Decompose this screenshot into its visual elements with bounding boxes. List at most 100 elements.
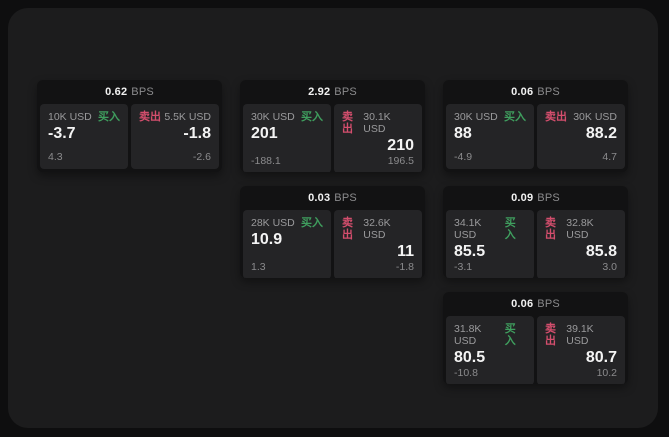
sell-panel[interactable]: 卖出 32.6K USD 11 -1.8 [334, 210, 422, 278]
sell-amount-label: 30.1K USD [363, 111, 391, 135]
buy-amount-label: 30K USD [454, 111, 498, 123]
main-panel: 0.62 BPS 10K USD 买入 -3.7 4.3 卖出 5.5K USD… [8, 8, 658, 428]
sell-side-label: 卖出 [139, 111, 161, 123]
buy-amount-label: 30K USD [251, 111, 295, 123]
sell-delta: 3.0 [602, 261, 617, 273]
sell-label-row: 卖出 32.6K USD [342, 217, 414, 241]
sell-amount-label: 30K USD [573, 111, 617, 123]
buy-panel[interactable]: 30K USD 买入 201 -188.1 [243, 104, 331, 172]
sell-label-row: 卖出 30K USD [545, 111, 617, 123]
card-3: 0.06 BPS 30K USD 买入 88 -4.9 卖出 30K USD 8… [443, 80, 628, 172]
sell-side-label: 卖出 [342, 217, 353, 241]
cards-grid: 0.62 BPS 10K USD 买入 -3.7 4.3 卖出 5.5K USD… [37, 80, 628, 384]
buy-amount-label: 31.8K USD [454, 323, 482, 347]
buy-price: 88 [454, 125, 472, 142]
quote-card-body: 10K USD 买入 -3.7 4.3 卖出 5.5K USD -1.8 -2.… [37, 104, 222, 172]
buy-panel[interactable]: 30K USD 买入 88 -4.9 [446, 104, 534, 169]
bps-value: 0.06 [511, 86, 534, 98]
sell-panel[interactable]: 卖出 32.8K USD 85.8 3.0 [537, 210, 625, 278]
sell-amount-label: 32.6K USD [363, 217, 391, 241]
buy-side-label: 买入 [504, 217, 516, 241]
quote-card-header: 0.06 BPS [443, 80, 628, 104]
bps-value: 0.62 [105, 86, 128, 98]
bps-value: 0.03 [308, 192, 331, 204]
buy-label-row: 34.1K USD 买入 [454, 217, 526, 241]
sell-price: 85.8 [585, 243, 617, 260]
sell-price: 210 [387, 137, 414, 154]
buy-panel[interactable]: 31.8K USD 买入 80.5 -10.8 [446, 316, 534, 384]
sell-side-label: 卖出 [545, 111, 567, 123]
buy-price: 80.5 [454, 349, 486, 366]
buy-panel[interactable]: 34.1K USD 买入 85.5 -3.1 [446, 210, 534, 278]
sell-panel[interactable]: 卖出 30.1K USD 210 196.5 [334, 104, 422, 172]
buy-label-row: 28K USD 买入 [251, 217, 323, 229]
quote-card-body: 31.8K USD 买入 80.5 -10.8 卖出 39.1K USD 80.… [443, 316, 628, 384]
sell-delta: -2.6 [192, 151, 211, 163]
buy-delta: -4.9 [454, 151, 473, 163]
card-4: 0.03 BPS 28K USD 买入 10.9 1.3 卖出 32.6K US… [240, 186, 425, 278]
quote-card-body: 30K USD 买入 88 -4.9 卖出 30K USD 88.2 4.7 [443, 104, 628, 172]
buy-delta: -3.1 [454, 261, 473, 273]
bps-unit-label: BPS [334, 192, 357, 204]
buy-side-label: 买入 [301, 111, 323, 123]
sell-delta: 196.5 [387, 155, 414, 167]
buy-amount-label: 34.1K USD [454, 217, 482, 241]
quote-card-header: 2.92 BPS [240, 80, 425, 104]
sell-price: 88.2 [585, 125, 617, 142]
bps-value: 0.06 [511, 298, 534, 310]
sell-price: 80.7 [585, 349, 617, 366]
buy-delta: -188.1 [251, 155, 281, 167]
sell-side-label: 卖出 [342, 111, 353, 135]
sell-label-row: 卖出 32.8K USD [545, 217, 617, 241]
sell-panel[interactable]: 卖出 5.5K USD -1.8 -2.6 [131, 104, 219, 169]
sell-amount-label: 32.8K USD [566, 217, 594, 241]
bps-value: 0.09 [511, 192, 534, 204]
buy-label-row: 10K USD 买入 [48, 111, 120, 123]
buy-side-label: 买入 [504, 111, 526, 123]
card-1: 0.62 BPS 10K USD 买入 -3.7 4.3 卖出 5.5K USD… [37, 80, 222, 172]
quote-card-body: 28K USD 买入 10.9 1.3 卖出 32.6K USD 11 -1.8 [240, 210, 425, 278]
buy-price: 201 [251, 125, 278, 142]
sell-side-label: 卖出 [545, 323, 556, 347]
sell-label-row: 卖出 39.1K USD [545, 323, 617, 347]
bps-unit-label: BPS [537, 192, 560, 204]
buy-panel[interactable]: 10K USD 买入 -3.7 4.3 [40, 104, 128, 169]
buy-side-label: 买入 [98, 111, 120, 123]
sell-label-row: 卖出 30.1K USD [342, 111, 414, 135]
card-5: 0.09 BPS 34.1K USD 买入 85.5 -3.1 卖出 32.8K… [443, 186, 628, 278]
sell-amount-label: 39.1K USD [566, 323, 594, 347]
quote-card-body: 30K USD 买入 201 -188.1 卖出 30.1K USD 210 1… [240, 104, 425, 172]
card-2: 2.92 BPS 30K USD 买入 201 -188.1 卖出 30.1K … [240, 80, 425, 172]
buy-label-row: 30K USD 买入 [454, 111, 526, 123]
buy-amount-label: 28K USD [251, 217, 295, 229]
buy-price: -3.7 [48, 125, 76, 142]
sell-panel[interactable]: 卖出 30K USD 88.2 4.7 [537, 104, 625, 169]
buy-panel[interactable]: 28K USD 买入 10.9 1.3 [243, 210, 331, 278]
sell-delta: 4.7 [602, 151, 617, 163]
buy-amount-label: 10K USD [48, 111, 92, 123]
quote-card-header: 0.09 BPS [443, 186, 628, 210]
buy-price: 85.5 [454, 243, 486, 260]
quote-card-body: 34.1K USD 买入 85.5 -3.1 卖出 32.8K USD 85.8… [443, 210, 628, 278]
quote-card-header: 0.03 BPS [240, 186, 425, 210]
buy-label-row: 31.8K USD 买入 [454, 323, 526, 347]
buy-label-row: 30K USD 买入 [251, 111, 323, 123]
sell-panel[interactable]: 卖出 39.1K USD 80.7 10.2 [537, 316, 625, 384]
buy-delta: -10.8 [454, 367, 478, 379]
sell-price: 11 [397, 243, 414, 260]
buy-delta: 4.3 [48, 151, 63, 163]
bps-unit-label: BPS [537, 86, 560, 98]
card-6: 0.06 BPS 31.8K USD 买入 80.5 -10.8 卖出 39.1… [443, 292, 628, 384]
bps-unit-label: BPS [334, 86, 357, 98]
sell-price: -1.8 [183, 125, 211, 142]
quote-card-header: 0.06 BPS [443, 292, 628, 316]
buy-delta: 1.3 [251, 261, 266, 273]
bps-unit-label: BPS [131, 86, 154, 98]
sell-delta: -1.8 [395, 261, 414, 273]
buy-side-label: 买入 [301, 217, 323, 229]
bps-unit-label: BPS [537, 298, 560, 310]
sell-delta: 10.2 [596, 367, 617, 379]
buy-price: 10.9 [251, 231, 283, 248]
bps-value: 2.92 [308, 86, 331, 98]
sell-side-label: 卖出 [545, 217, 556, 241]
